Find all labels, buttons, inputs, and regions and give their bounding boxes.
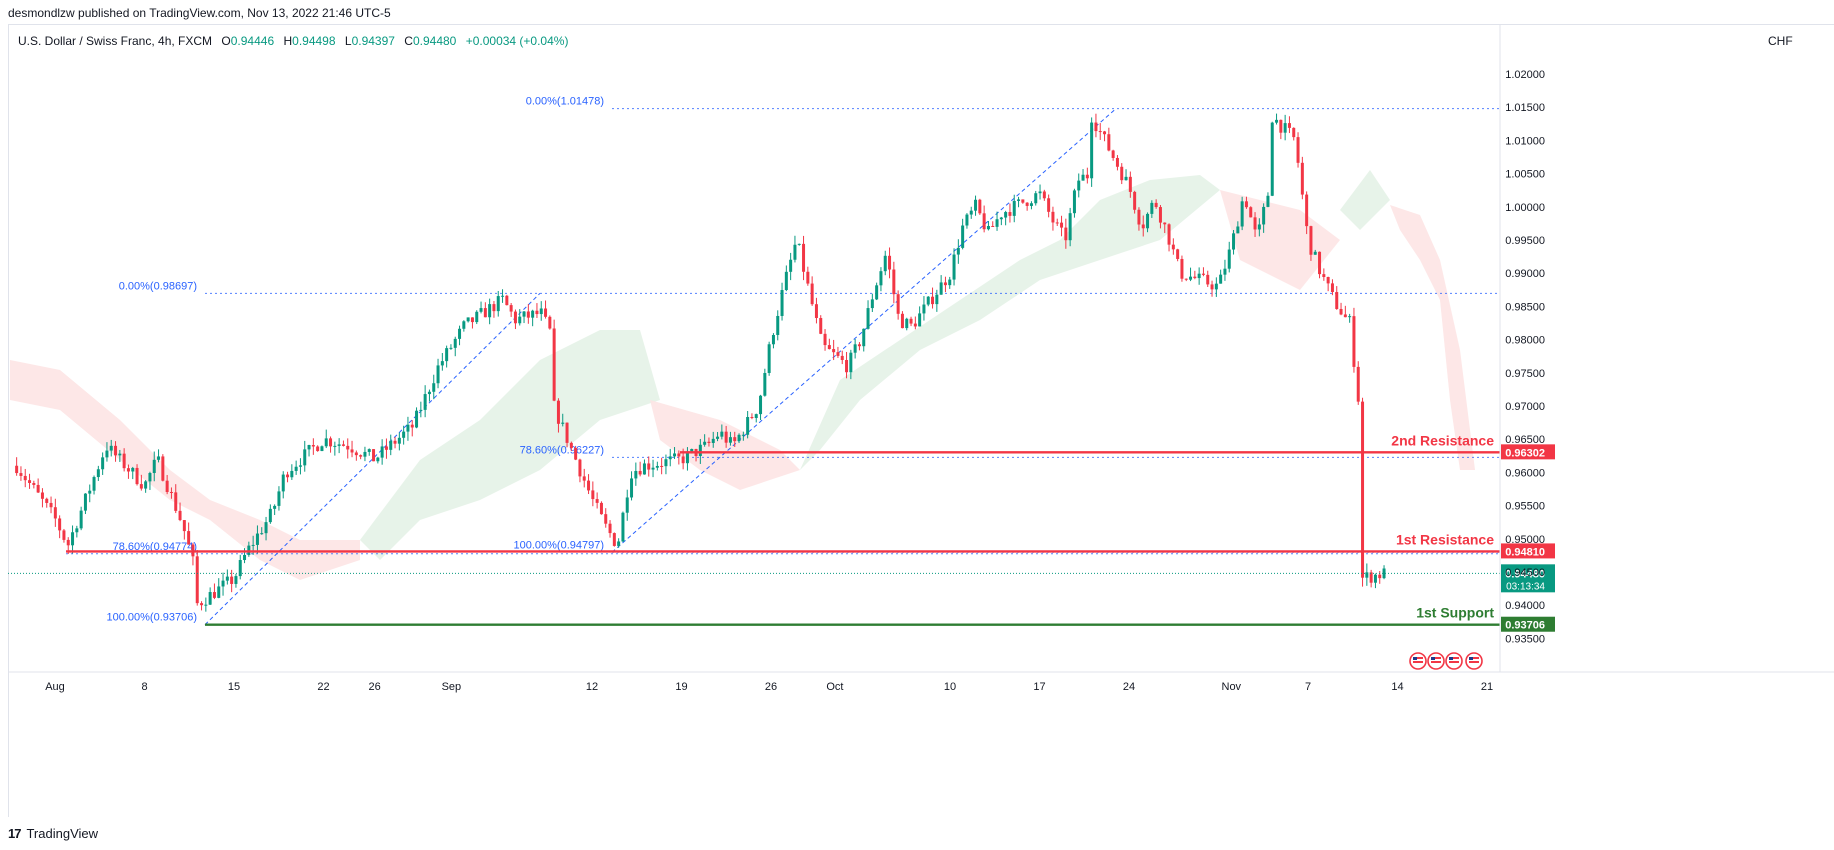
open-value: 0.94446 <box>230 34 275 48</box>
change-value: +0.00034 (+0.04%) <box>465 34 569 48</box>
currency-label: CHF <box>1768 34 1793 48</box>
symbol-title: U.S. Dollar / Swiss Franc, 4h, FXCM <box>18 34 213 48</box>
close-value: 0.94480 <box>412 34 457 48</box>
close-label: C <box>404 34 413 48</box>
tradingview-logo-icon: 17 <box>8 826 22 841</box>
high-value: 0.94498 <box>292 34 336 48</box>
open-label: O <box>221 34 231 48</box>
publisher-caption: desmondlzw published on TradingView.com,… <box>8 6 391 20</box>
high-label: H <box>283 34 293 48</box>
low-value: 0.94397 <box>351 34 395 48</box>
brand-name: TradingView <box>26 826 99 841</box>
symbol-legend: U.S. Dollar / Swiss Franc, 4h, FXCM O0.9… <box>18 34 568 48</box>
low-label: L <box>344 34 352 48</box>
footer: 17 TradingView <box>8 826 98 841</box>
chart-frame[interactable] <box>8 24 1834 817</box>
